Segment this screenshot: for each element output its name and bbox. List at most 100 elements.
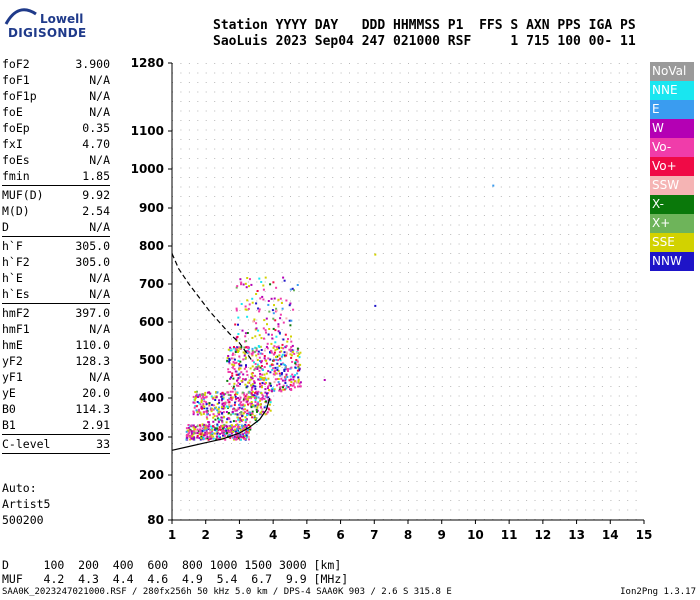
grid-dot: [475, 414, 477, 416]
echo-point: [273, 345, 276, 348]
echo-point: [238, 363, 241, 366]
grid-dot: [467, 120, 469, 121]
grid-dot: [340, 215, 342, 216]
grid-dot: [391, 148, 393, 150]
grid-dot: [382, 272, 384, 273]
grid-dot: [416, 253, 418, 254]
grid-dot: [593, 224, 595, 226]
grid-dot: [635, 433, 637, 435]
grid-dot: [197, 253, 199, 254]
grid-dot: [441, 177, 443, 178]
grid-dot: [559, 120, 561, 121]
grid-dot: [332, 395, 334, 397]
grid-dot: [618, 319, 620, 321]
grid-dot: [509, 253, 511, 254]
echo-point: [209, 431, 212, 434]
echo-point: [218, 406, 221, 409]
grid-dot: [391, 414, 393, 416]
grid-dot: [349, 129, 350, 131]
echo-point: [226, 359, 229, 362]
echo-point: [283, 279, 286, 282]
grid-dot: [467, 253, 469, 254]
grid-dot: [551, 386, 553, 387]
grid-dot: [349, 395, 350, 397]
grid-dot: [568, 471, 570, 473]
y-tick-label: 600: [139, 315, 164, 329]
echo-point: [248, 352, 251, 355]
grid-dot: [627, 82, 629, 83]
echo-point: [264, 276, 267, 279]
grid-dot: [382, 196, 384, 197]
echo-point: [197, 396, 199, 398]
grid-dot: [433, 215, 435, 216]
grid-dot: [188, 376, 190, 378]
grid-dot: [340, 471, 342, 473]
x-tick-label: 3: [235, 528, 243, 542]
echo-point: [237, 333, 240, 335]
grid-dot: [509, 462, 511, 463]
grid-dot: [610, 481, 612, 482]
echo-point: [235, 339, 238, 342]
grid-dot: [618, 395, 620, 397]
grid-dot: [197, 471, 199, 473]
grid-dot: [247, 386, 249, 387]
grid-dot: [458, 338, 460, 340]
grid-dot: [205, 357, 207, 359]
grid-dot: [601, 291, 603, 292]
grid-dot: [231, 167, 232, 169]
echo-point: [233, 437, 236, 440]
grid-dot: [517, 319, 519, 321]
echo-point: [225, 429, 228, 432]
echo-point: [242, 403, 245, 406]
grid-dot: [382, 205, 384, 207]
grid-dot: [526, 348, 528, 349]
grid-dot: [534, 471, 536, 473]
grid-dot: [483, 281, 485, 283]
grid-dot: [526, 91, 528, 93]
header-line1: Station YYYY DAY DDD HHMMSS P1 FFS S AXN…: [213, 18, 636, 33]
grid-dot: [273, 72, 275, 74]
grid-dot: [551, 414, 553, 416]
grid-dot: [416, 158, 418, 159]
grid-dot: [467, 319, 469, 321]
grid-dot: [365, 243, 367, 245]
grid-dot: [618, 471, 620, 473]
grid-dot: [458, 310, 460, 311]
grid-dot: [467, 243, 469, 245]
grid-dot: [332, 120, 334, 121]
grid-dot: [332, 177, 334, 178]
grid-dot: [433, 139, 435, 140]
grid-dot: [315, 262, 317, 264]
echo-point: [215, 396, 218, 399]
grid-dot: [365, 348, 367, 349]
grid-dot: [315, 177, 317, 178]
grid-dot: [467, 110, 469, 112]
grid-dot: [433, 234, 435, 235]
grid-dot: [551, 234, 553, 235]
param-row: hmF1 N/A: [2, 321, 110, 337]
legend-item: SSW: [650, 176, 694, 195]
grid-dot: [492, 91, 494, 93]
echo-point: [298, 356, 301, 359]
grid-dot: [433, 243, 435, 245]
grid-dot: [188, 253, 190, 254]
grid-dot: [256, 148, 258, 150]
grid-dot: [205, 63, 207, 64]
grid-dot: [433, 148, 435, 150]
grid-dot: [365, 82, 367, 83]
echo-point: [265, 405, 268, 408]
grid-dot: [568, 129, 570, 131]
grid-dot: [627, 224, 629, 226]
echo-point: [262, 288, 265, 291]
param-name: hmE: [2, 338, 23, 352]
grid-dot: [357, 177, 359, 178]
grid-dot: [526, 300, 528, 302]
echo-point: [263, 366, 266, 368]
grid-dot: [610, 177, 612, 178]
grid-dot: [188, 129, 190, 131]
grid-dot: [332, 129, 334, 131]
grid-dot: [618, 139, 620, 140]
grid-dot: [298, 82, 300, 83]
grid-dot: [433, 367, 435, 368]
grid-dot: [239, 509, 241, 511]
